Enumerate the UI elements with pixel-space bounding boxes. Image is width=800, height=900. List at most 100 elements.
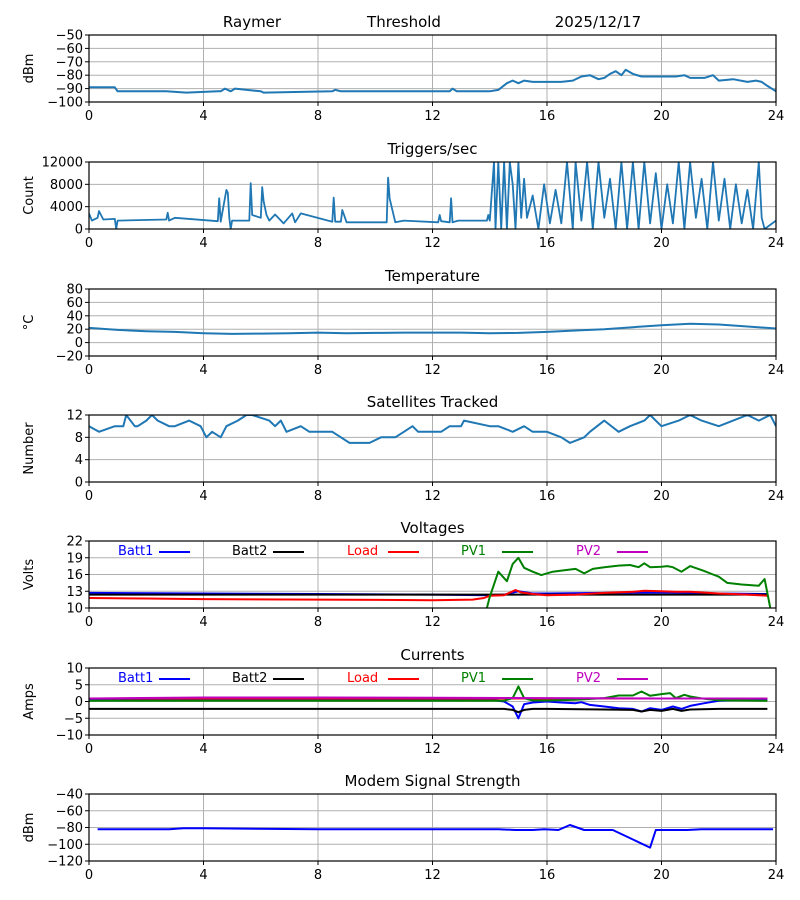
series-line-pv2 [89,696,768,700]
chart-title: Currents [400,646,464,664]
x-tick-label: 8 [314,489,322,504]
x-tick-label: 20 [653,615,670,630]
y-tick-label: 16 [66,568,83,583]
x-tick-label: 16 [539,615,556,630]
y-tick-label: 5 [75,678,83,693]
legend-label-pv2: PV2 [576,544,601,559]
y-tick-label: 8 [75,431,83,446]
x-tick-label: 16 [539,868,556,883]
legend-label-batt1: Batt1 [118,671,153,686]
chart-title: Triggers/sec [387,140,478,158]
y-tick-label: −50 [56,29,83,44]
x-tick-label: 24 [768,236,785,251]
x-tick-label: 0 [85,615,93,630]
y-axis-label: Number [22,422,37,475]
y-tick-label: −10 [56,729,83,744]
y-tick-label: 20 [66,323,83,338]
y-tick-label: 0 [75,695,83,710]
y-tick-label: 0 [75,336,83,351]
y-tick-label: 0 [75,476,83,491]
series-line-batt2 [89,707,768,714]
y-axis-label: Amps [22,683,37,720]
series-line-load [89,589,768,602]
y-axis-label: Volts [22,559,37,591]
x-tick-label: 4 [199,615,207,630]
y-tick-label: 22 [66,535,83,550]
y-tick-label: 12000 [42,156,83,171]
y-tick-label: 4000 [50,200,83,215]
x-tick-label: 8 [314,236,322,251]
chart-modem: Modem Signal Strength 0 4 8 12 16 20 24 −40−60 −8… [22,772,784,883]
x-tick-label: 16 [539,109,556,124]
x-tick-label: 24 [768,742,785,757]
series-line-triggers [89,162,776,229]
series-line-pv1 [89,685,768,702]
x-tick-label: 12 [424,489,441,504]
x-tick-label: 12 [424,868,441,883]
y-tick-label: 19 [66,551,83,566]
y-axis-label: dBm [22,54,37,84]
x-tick-label: 4 [199,742,207,757]
x-tick-label: 20 [653,236,670,251]
series-line-satellites [89,415,776,444]
y-tick-label: 0 [75,223,83,238]
x-tick-label: 24 [768,363,785,378]
x-tick-label: 20 [653,363,670,378]
x-tick-label: 4 [199,109,207,124]
y-tick-label: −70 [56,55,83,70]
y-tick-label: −100 [47,96,83,111]
series-line-temperature [89,322,776,335]
x-tick-label: 0 [85,363,93,378]
legend-label-load: Load [347,671,378,686]
y-axis-label: Count [22,176,37,215]
legend-label-pv1: PV1 [461,544,486,559]
chart-title: Satellites Tracked [367,393,498,411]
series-line-pv1 [485,556,772,608]
y-tick-label: 80 [66,283,83,298]
legend-label-batt2: Batt2 [232,544,267,559]
chart-threshold: 0 4 8 12 16 20 24 −50−60−70−80−90−100 dBm [22,29,784,125]
header-station: Raymer [223,13,282,31]
legend-label-pv1: PV1 [461,671,486,686]
x-tick-label: 8 [314,742,322,757]
y-tick-label: −90 [56,82,83,97]
x-tick-label: 0 [85,868,93,883]
x-tick-label: 16 [539,363,556,378]
y-tick-label: 4 [75,453,83,468]
x-tick-label: 12 [424,363,441,378]
x-tick-label: 0 [85,236,93,251]
x-tick-label: 0 [85,489,93,504]
x-tick-label: 8 [314,363,322,378]
y-tick-label: 13 [66,585,83,600]
x-tick-label: 20 [653,742,670,757]
y-tick-label: 8000 [50,178,83,193]
x-tick-label: 12 [424,109,441,124]
x-tick-label: 4 [199,868,207,883]
x-tick-label: 16 [539,489,556,504]
y-tick-label: 60 [66,296,83,311]
legend-label-pv2: PV2 [576,671,601,686]
chart-title: Modem Signal Strength [345,772,521,790]
y-tick-label: −40 [56,788,83,803]
chart-title: Temperature [384,267,480,285]
y-tick-label: −100 [47,838,83,853]
x-tick-label: 4 [199,489,207,504]
x-tick-label: 12 [424,742,441,757]
legend-label-batt2: Batt2 [232,671,267,686]
chart-satellites: Satellites Tracked 0 4 8 12 16 20 24 12 8 4 0 Number [22,393,784,504]
chart-triggers: Triggers/sec 0 4 8 12 16 20 24 0 4000 8000 12000 Cou… [22,140,784,251]
x-tick-label: 20 [653,109,670,124]
x-tick-label: 12 [424,236,441,251]
y-tick-label: 12 [66,409,83,424]
x-tick-label: 8 [314,109,322,124]
x-tick-label: 8 [314,615,322,630]
x-tick-label: 20 [653,868,670,883]
y-tick-label: 10 [66,602,83,617]
x-tick-label: 16 [539,236,556,251]
x-tick-label: 4 [199,236,207,251]
y-tick-label: −60 [56,804,83,819]
